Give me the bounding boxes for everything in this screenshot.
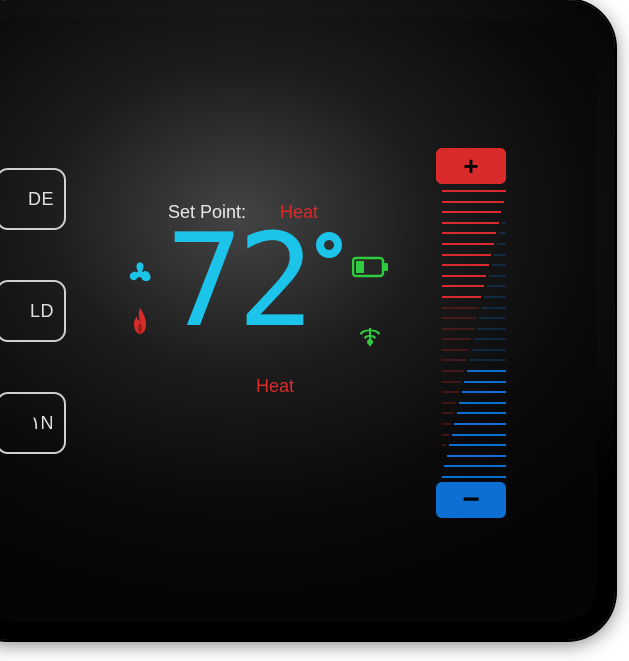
temperature-value: 72 — [166, 218, 308, 346]
cool-tick — [442, 476, 506, 478]
heat-tick — [442, 370, 464, 372]
heat-tick — [442, 423, 451, 425]
heat-tick — [442, 201, 504, 203]
temperature-slider: + − — [436, 148, 506, 518]
cool-tick — [444, 465, 506, 467]
cool-tick — [462, 391, 506, 393]
heat-tick — [442, 275, 486, 277]
cool-tick — [497, 243, 506, 245]
flame-icon — [128, 308, 152, 341]
cool-tick — [482, 307, 506, 309]
heat-tick — [442, 412, 454, 414]
heat-tick — [442, 444, 446, 446]
mode-button-label: DE — [28, 189, 54, 210]
cool-tick — [479, 317, 506, 319]
cool-tick — [467, 370, 506, 372]
heat-tick — [442, 243, 494, 245]
cool-tick — [457, 412, 506, 414]
cool-tick — [487, 285, 506, 287]
mode-label-bottom: Heat — [256, 376, 294, 397]
heat-tick — [442, 222, 499, 224]
heat-tick — [442, 391, 459, 393]
heat-tick — [442, 402, 456, 404]
cool-tick — [449, 444, 506, 446]
cool-tick — [499, 232, 506, 234]
cool-tick — [477, 328, 506, 330]
thermostat-screen: DE LD ١N Set Point: Heat 72 — [0, 18, 597, 622]
cool-tick — [502, 222, 506, 224]
cool-tick — [464, 381, 506, 383]
hold-button-label: LD — [30, 301, 54, 322]
cool-tick — [447, 455, 506, 457]
fan-button[interactable]: ١N — [0, 392, 66, 454]
wifi-icon — [356, 324, 384, 353]
heat-tick — [442, 296, 481, 298]
heat-tick — [442, 434, 449, 436]
fan-button-label: ١N — [31, 413, 54, 434]
heat-tick — [442, 359, 466, 361]
degree-symbol — [316, 232, 342, 258]
cool-tick — [474, 338, 506, 340]
cool-tick — [472, 349, 506, 351]
cool-tick — [469, 359, 506, 361]
heat-tick — [442, 232, 496, 234]
fan-icon — [126, 260, 154, 293]
cool-tick — [454, 423, 506, 425]
decrease-button[interactable]: − — [436, 482, 506, 518]
cool-tick — [492, 264, 506, 266]
heat-tick — [442, 317, 476, 319]
cool-tick — [452, 434, 506, 436]
heat-tick — [442, 254, 491, 256]
slider-ticks[interactable] — [436, 190, 506, 476]
cool-tick — [459, 402, 506, 404]
heat-tick — [442, 285, 484, 287]
battery-icon — [352, 256, 390, 283]
heat-tick — [442, 381, 461, 383]
heat-tick — [442, 338, 471, 340]
heat-tick — [442, 264, 489, 266]
heat-tick — [442, 211, 501, 213]
heat-tick — [442, 307, 479, 309]
thermostat-device: DE LD ١N Set Point: Heat 72 — [0, 0, 615, 640]
cool-tick — [494, 254, 506, 256]
increase-button[interactable]: + — [436, 148, 506, 184]
minus-icon: − — [462, 483, 480, 517]
cool-tick — [484, 296, 506, 298]
cool-tick — [489, 275, 506, 277]
heat-tick — [442, 349, 469, 351]
hold-button[interactable]: LD — [0, 280, 66, 342]
plus-icon: + — [463, 151, 478, 182]
heat-tick — [442, 328, 474, 330]
mode-button[interactable]: DE — [0, 168, 66, 230]
heat-tick — [442, 190, 506, 192]
